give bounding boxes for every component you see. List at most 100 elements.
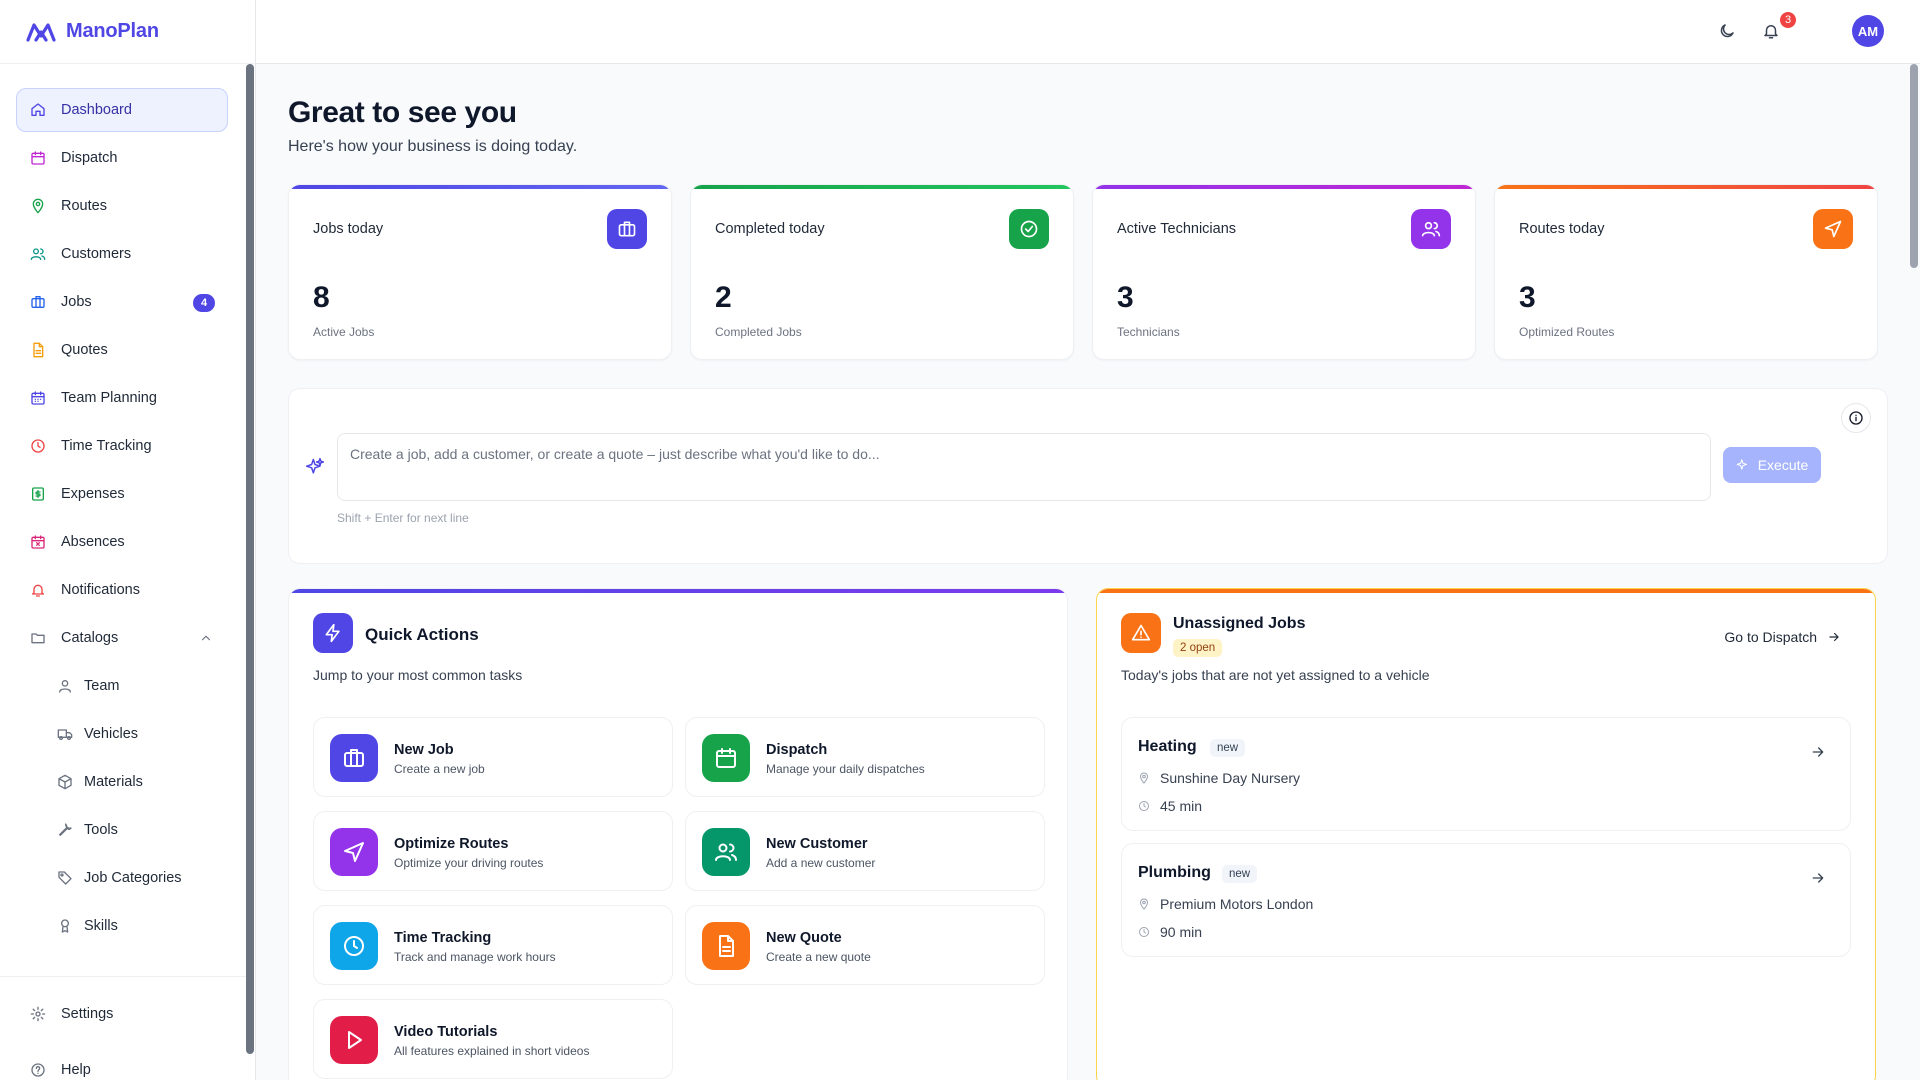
unassigned-jobs-subtitle: Today's jobs that are not yet assigned t… [1121,667,1430,683]
quick-action-title: Dispatch [766,742,828,758]
sidebar-item-label: Team Planning [61,390,157,406]
execute-button[interactable]: Execute [1723,447,1821,483]
sidebar-item-jobs[interactable]: Jobs 4 [16,280,228,324]
quick-action-time-tracking[interactable]: Time Tracking Track and manage work hour… [313,905,673,985]
sidebar-item-expenses[interactable]: Expenses [16,472,228,516]
stat-card-routes-today[interactable]: Routes today 3 Optimized Routes [1494,184,1878,360]
stat-label: Routes today [1519,221,1605,237]
quick-action-optimize-routes[interactable]: Optimize Routes Optimize your driving ro… [313,811,673,891]
receipt-icon [29,485,47,503]
topbar [256,0,1920,64]
arrow-right-icon[interactable] [1810,870,1826,886]
sidebar-item-absences[interactable]: Absences [16,520,228,564]
page-subtitle: Here's how your business is doing today. [288,138,578,155]
sidebar-subitem-job-categories[interactable]: Job Categories [16,856,228,900]
unassigned-job-card[interactable]: Plumbing new Premium Motors London 90 mi… [1121,843,1851,957]
unassigned-job-card[interactable]: Heating new Sunshine Day Nursery 45 min [1121,717,1851,831]
card-accent-bar [1093,185,1475,189]
main-scrollbar[interactable] [1910,64,1918,268]
quick-action-new-customer[interactable]: New Customer Add a new customer [685,811,1045,891]
open-count-badge: 2 open [1173,639,1223,657]
sidebar-subitem-label: Vehicles [84,726,139,742]
sidebar-item-quotes[interactable]: Quotes [16,328,228,372]
page-title: Great to see you [288,96,517,129]
go-to-dispatch-link[interactable]: Go to Dispatch [1724,629,1841,645]
quick-action-dispatch[interactable]: Dispatch Manage your daily dispatches [685,717,1045,797]
users-icon [1411,209,1451,249]
stat-value: 2 [715,281,732,314]
sidebar-item-routes[interactable]: Routes [16,184,228,228]
quick-action-video-tutorials[interactable]: Video Tutorials All features explained i… [313,999,673,1079]
sparkle-icon [305,457,325,477]
quick-action-desc: Optimize your driving routes [394,856,544,870]
sidebar-item-catalogs[interactable]: Catalogs [16,616,228,660]
sidebar: ManoPlan Dashboard Dispatch Routes Custo… [0,0,256,1080]
sidebar-subitem-tools[interactable]: Tools [16,808,228,852]
quick-action-new-quote[interactable]: New Quote Create a new quote [685,905,1045,985]
stat-card-active-technicians[interactable]: Active Technicians 3 Technicians [1092,184,1476,360]
unassigned-jobs-panel: Unassigned Jobs 2 open Today's jobs that… [1096,588,1876,1080]
sidebar-subitem-label: Materials [84,774,143,790]
sidebar-item-label: Help [61,1062,91,1078]
sidebar-item-customers[interactable]: Customers [16,232,228,276]
theme-toggle-button[interactable] [1718,22,1738,42]
sidebar-item-label: Time Tracking [61,438,152,454]
assistant-input[interactable] [337,433,1711,501]
stat-label: Jobs today [313,221,384,237]
jobs-count-badge: 4 [193,294,215,312]
award-icon [56,917,74,935]
quick-action-new-job[interactable]: New Job Create a new job [313,717,673,797]
sidebar-item-label: Quotes [61,342,108,358]
avatar[interactable]: AM [1852,15,1884,47]
quick-actions-panel: Quick Actions Jump to your most common t… [288,588,1068,1080]
sidebar-item-time-tracking[interactable]: Time Tracking [16,424,228,468]
sidebar-item-label: Dispatch [61,150,118,166]
calendar-grid-icon [29,389,47,407]
sidebar-scrollbar[interactable] [246,64,254,1054]
arrow-right-icon [1829,632,1839,642]
card-accent-bar [1495,185,1877,189]
notification-bell-button[interactable] [1762,22,1782,42]
brand[interactable]: ManoPlan [0,0,255,64]
sidebar-subitem-label: Job Categories [84,870,182,886]
info-button[interactable] [1841,403,1871,433]
sidebar-item-team-planning[interactable]: Team Planning [16,376,228,420]
sparkle-icon [1736,459,1747,470]
sidebar-item-settings[interactable]: Settings [16,992,228,1036]
lightning-icon [313,613,353,653]
job-location-text: Premium Motors London [1160,896,1314,912]
wrench-icon [56,821,74,839]
card-accent-bar [289,185,671,189]
sidebar-item-notifications[interactable]: Notifications [16,568,228,612]
briefcase-icon [607,209,647,249]
logo-icon [26,22,56,42]
stat-card-jobs-today[interactable]: Jobs today 8 Active Jobs [288,184,672,360]
chevron-up-icon[interactable] [199,631,213,645]
arrow-right-icon[interactable] [1810,744,1826,760]
panel-accent-bar [1097,589,1875,593]
sidebar-item-dashboard[interactable]: Dashboard [16,88,228,132]
stat-card-completed-today[interactable]: Completed today 2 Completed Jobs [690,184,1074,360]
stat-caption: Technicians [1117,325,1180,339]
folder-icon [29,629,47,647]
stat-value: 8 [313,281,330,314]
panel-accent-bar [289,589,1067,593]
navigation-icon [1813,209,1853,249]
tag-icon [56,869,74,887]
sidebar-subitem-materials[interactable]: Materials [16,760,228,804]
users-icon [29,245,47,263]
sidebar-item-help[interactable]: Help [16,1048,228,1080]
quick-action-desc: Add a new customer [766,856,876,870]
sidebar-subitem-vehicles[interactable]: Vehicles [16,712,228,756]
users-icon [702,828,750,876]
quick-action-title: Time Tracking [394,930,492,946]
stat-caption: Optimized Routes [1519,325,1615,339]
sidebar-subitem-team[interactable]: Team [16,664,228,708]
check-circle-icon [1009,209,1049,249]
calendar-icon [29,149,47,167]
sidebar-subitem-label: Skills [84,918,118,934]
notification-count-badge: 3 [1778,10,1798,30]
quick-action-title: New Quote [766,930,842,946]
sidebar-subitem-skills[interactable]: Skills [16,904,228,948]
sidebar-item-dispatch[interactable]: Dispatch [16,136,228,180]
